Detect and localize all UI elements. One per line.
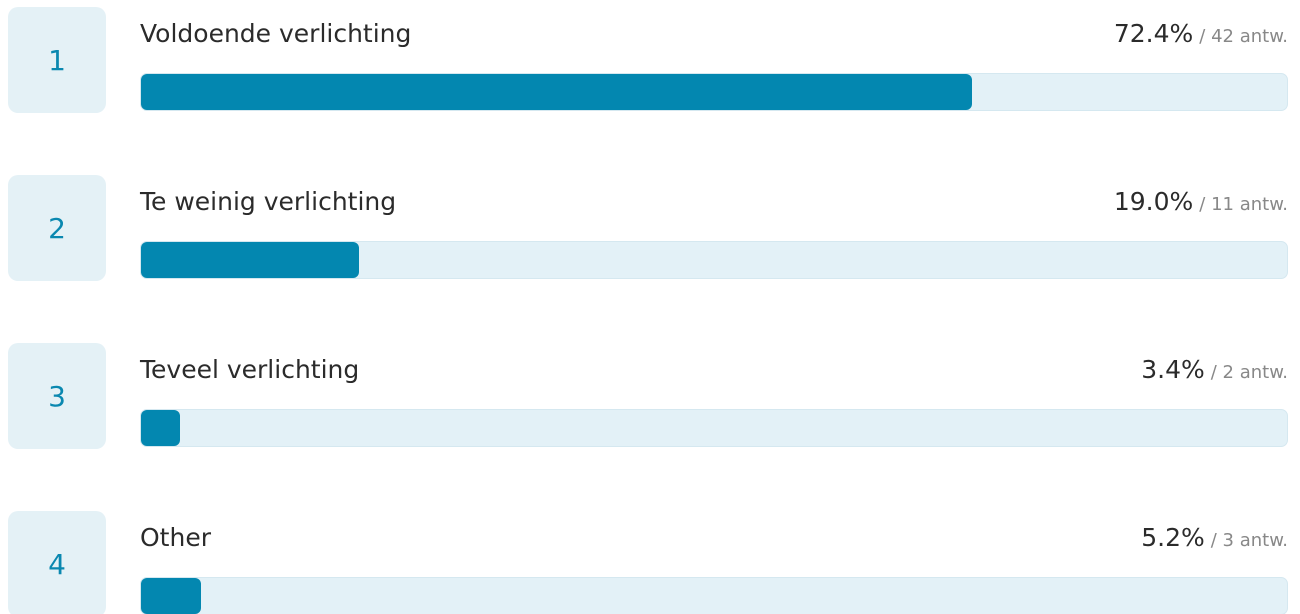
stat: 72.4%/ 42 antw. xyxy=(1114,19,1288,48)
bar-track xyxy=(140,241,1288,279)
result-row: 3 Teveel verlichting 3.4%/ 2 antw. xyxy=(0,343,1300,453)
count-label: / 2 antw. xyxy=(1210,362,1288,383)
bar xyxy=(141,74,973,110)
option-label: Voldoende verlichting xyxy=(140,19,412,48)
bar xyxy=(141,578,201,614)
bar xyxy=(141,410,181,446)
result-row: 4 Other 5.2%/ 3 antw. xyxy=(0,511,1300,614)
option-label: Te weinig verlichting xyxy=(140,187,397,216)
result-row: 1 Voldoende verlichting 72.4%/ 42 antw. xyxy=(0,7,1300,117)
bar-track xyxy=(140,409,1288,447)
bar-track xyxy=(140,577,1288,614)
stat: 19.0%/ 11 antw. xyxy=(1114,187,1288,216)
option-label: Other xyxy=(140,523,211,552)
option-label: Teveel verlichting xyxy=(140,355,360,384)
percent-label: 5.2% xyxy=(1141,523,1205,552)
rank-badge: 3 xyxy=(8,343,106,449)
count-label: / 11 antw. xyxy=(1199,194,1288,215)
stat: 5.2%/ 3 antw. xyxy=(1141,523,1288,552)
result-row: 2 Te weinig verlichting 19.0%/ 11 antw. xyxy=(0,175,1300,285)
rank-badge: 2 xyxy=(8,175,106,281)
rank-badge: 4 xyxy=(8,511,106,614)
count-label: / 3 antw. xyxy=(1210,530,1288,551)
rank-badge: 1 xyxy=(8,7,106,113)
percent-label: 19.0% xyxy=(1113,187,1194,216)
bar-track xyxy=(140,73,1288,111)
percent-label: 3.4% xyxy=(1141,355,1205,384)
count-label: / 42 antw. xyxy=(1199,26,1288,47)
stat: 3.4%/ 2 antw. xyxy=(1141,355,1288,384)
bar xyxy=(141,242,360,278)
percent-label: 72.4% xyxy=(1113,19,1194,48)
